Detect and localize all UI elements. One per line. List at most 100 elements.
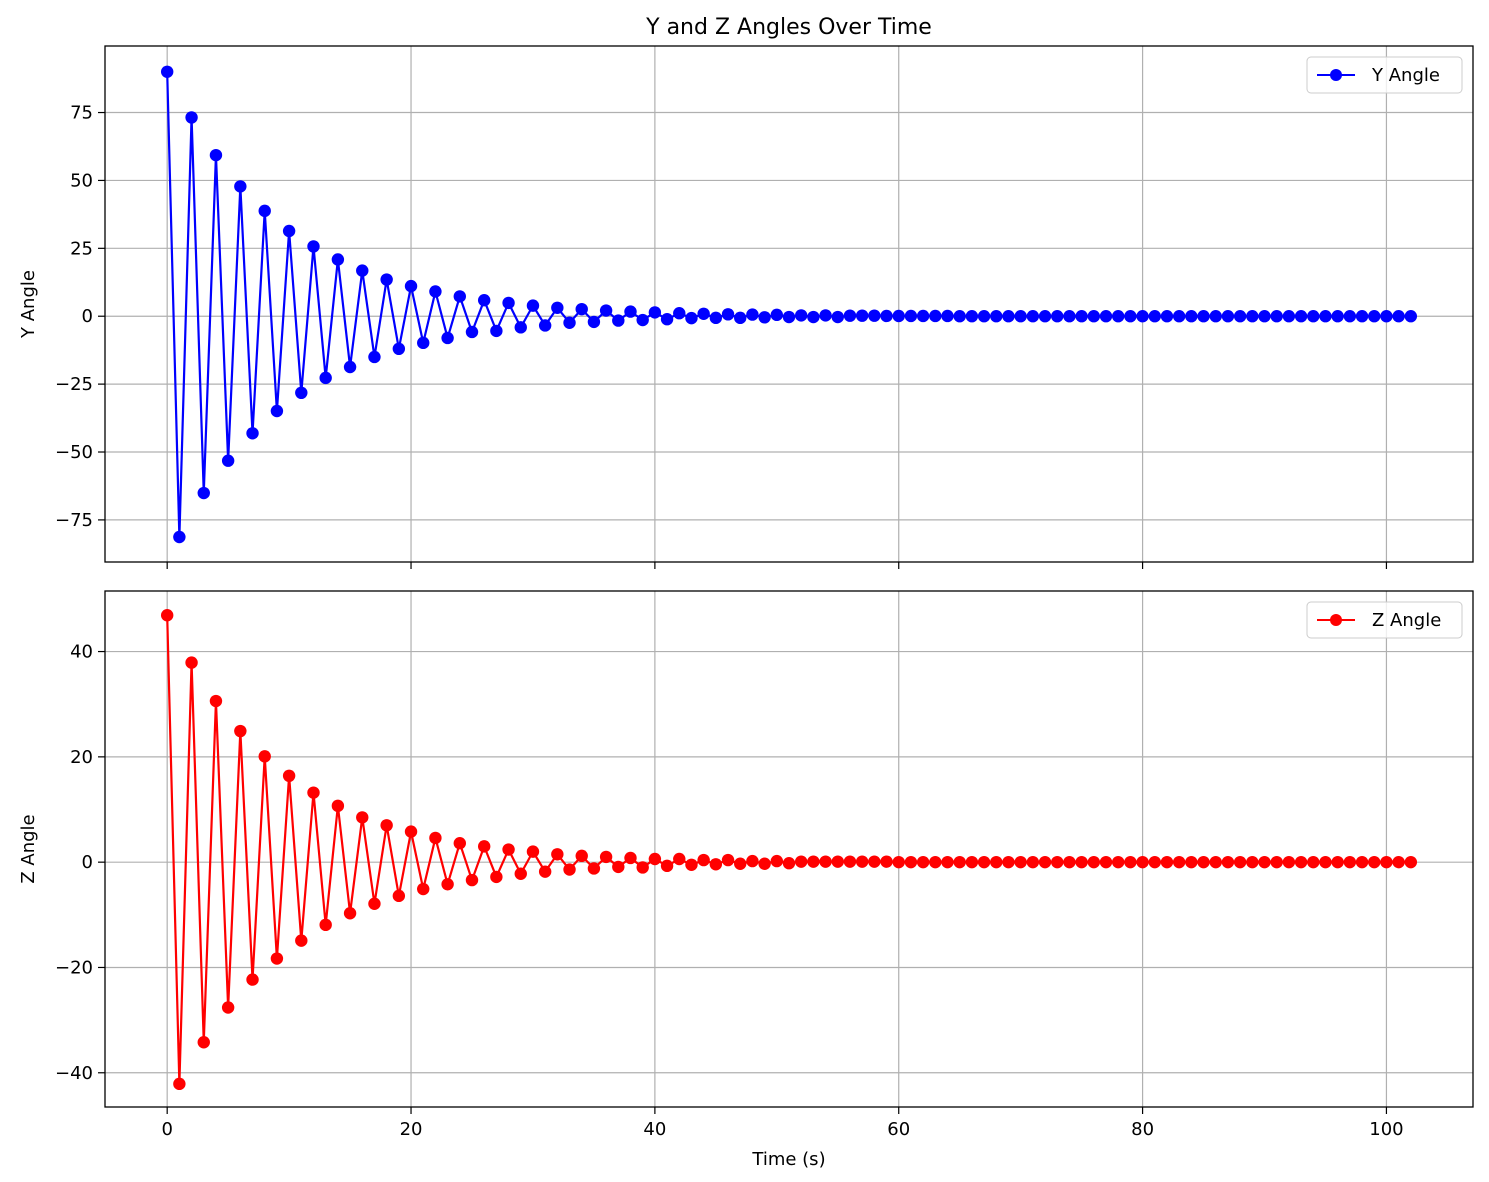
y-tick-label: 20 bbox=[70, 747, 93, 768]
data-point bbox=[807, 855, 820, 868]
data-point bbox=[1026, 855, 1040, 869]
data-point bbox=[453, 837, 466, 850]
data-point bbox=[1124, 855, 1137, 869]
data-point bbox=[1404, 855, 1418, 869]
data-point bbox=[356, 264, 369, 277]
data-point bbox=[1294, 855, 1308, 869]
data-point bbox=[953, 855, 966, 869]
data-point bbox=[685, 311, 698, 325]
x-tick-label: 40 bbox=[643, 1119, 666, 1140]
data-point bbox=[1051, 855, 1064, 869]
data-point bbox=[782, 310, 796, 324]
data-point bbox=[234, 724, 247, 738]
y-tick-label: −25 bbox=[55, 374, 93, 395]
y-tick-label: −50 bbox=[55, 442, 93, 463]
y-tick-label: 25 bbox=[70, 238, 93, 259]
data-point bbox=[1270, 855, 1283, 869]
panel-y-angle: −75 −50 −25 0 25 50 75 Y Angle Y Angle bbox=[18, 45, 1474, 569]
data-point bbox=[1270, 310, 1283, 323]
data-point bbox=[721, 853, 735, 867]
data-point bbox=[1136, 855, 1149, 869]
data-point bbox=[563, 316, 576, 329]
data-point bbox=[709, 858, 723, 871]
data-point bbox=[1051, 310, 1064, 323]
data-point bbox=[392, 889, 406, 903]
data-point bbox=[1233, 855, 1247, 869]
data-point bbox=[185, 111, 198, 124]
data-point bbox=[734, 311, 747, 325]
data-point bbox=[1087, 310, 1101, 323]
data-point bbox=[880, 855, 893, 868]
data-point bbox=[417, 336, 430, 350]
data-point bbox=[331, 253, 345, 266]
data-point bbox=[1258, 310, 1271, 323]
x-tick-label: 100 bbox=[1369, 1119, 1403, 1140]
axes-frame-y-angle bbox=[104, 45, 1474, 563]
data-point bbox=[209, 694, 223, 708]
y-tick-label: −40 bbox=[55, 1063, 93, 1084]
data-point bbox=[673, 307, 686, 320]
data-point bbox=[587, 862, 601, 875]
data-point bbox=[465, 325, 479, 339]
data-point bbox=[1038, 310, 1052, 323]
data-point bbox=[1331, 855, 1344, 869]
y-axis-label-z-angle: Z Angle bbox=[18, 814, 39, 883]
data-point bbox=[1148, 310, 1161, 323]
data-point bbox=[892, 309, 905, 323]
data-point bbox=[599, 850, 613, 864]
data-point bbox=[1014, 855, 1027, 869]
data-point bbox=[575, 849, 588, 863]
data-point bbox=[295, 386, 308, 400]
grid-z-angle bbox=[105, 591, 1473, 1107]
data-point bbox=[660, 313, 674, 326]
data-point bbox=[1160, 855, 1174, 869]
data-point bbox=[331, 799, 345, 813]
data-point bbox=[295, 934, 308, 947]
data-point bbox=[270, 404, 284, 418]
y-tick-label: 40 bbox=[70, 642, 93, 663]
data-point bbox=[1075, 855, 1088, 869]
data-point bbox=[904, 309, 918, 323]
data-point bbox=[660, 859, 674, 873]
data-point bbox=[855, 855, 869, 868]
data-point bbox=[307, 240, 320, 253]
data-point bbox=[368, 897, 381, 910]
data-point bbox=[941, 855, 954, 869]
data-point bbox=[1343, 310, 1357, 323]
data-point bbox=[404, 279, 418, 293]
data-point bbox=[1014, 310, 1027, 323]
data-point bbox=[746, 854, 759, 868]
data-point bbox=[258, 750, 271, 763]
data-point bbox=[1368, 310, 1381, 323]
data-point bbox=[1319, 855, 1332, 869]
data-point bbox=[770, 854, 784, 868]
data-point bbox=[1307, 310, 1320, 323]
axes-frame-z-angle bbox=[104, 590, 1474, 1108]
data-point bbox=[1124, 310, 1137, 323]
data-point bbox=[990, 310, 1003, 323]
x-axis-label: Time (s) bbox=[751, 1149, 825, 1170]
data-point bbox=[575, 302, 588, 316]
data-point bbox=[685, 858, 698, 871]
data-point bbox=[160, 65, 174, 79]
data-point bbox=[1282, 855, 1296, 869]
x-tick-label: 0 bbox=[161, 1119, 172, 1140]
data-point bbox=[1185, 310, 1198, 323]
data-point bbox=[977, 855, 991, 869]
data-point bbox=[1099, 855, 1113, 869]
data-point bbox=[343, 907, 357, 920]
data-point bbox=[429, 285, 442, 298]
data-point bbox=[624, 851, 637, 865]
data-point bbox=[1294, 310, 1308, 323]
ticks-z-angle: 0 20 40 60 80 100 −40 −20 0 20 40 bbox=[55, 642, 1404, 1140]
data-point bbox=[916, 309, 930, 323]
data-point bbox=[1392, 310, 1405, 323]
data-point bbox=[197, 486, 210, 500]
data-point bbox=[343, 360, 357, 374]
data-point bbox=[502, 296, 515, 310]
data-point bbox=[624, 305, 637, 318]
data-point bbox=[1209, 855, 1222, 869]
ticks-y-angle: −75 −50 −25 0 25 50 75 bbox=[55, 103, 1388, 569]
data-point bbox=[490, 870, 503, 884]
